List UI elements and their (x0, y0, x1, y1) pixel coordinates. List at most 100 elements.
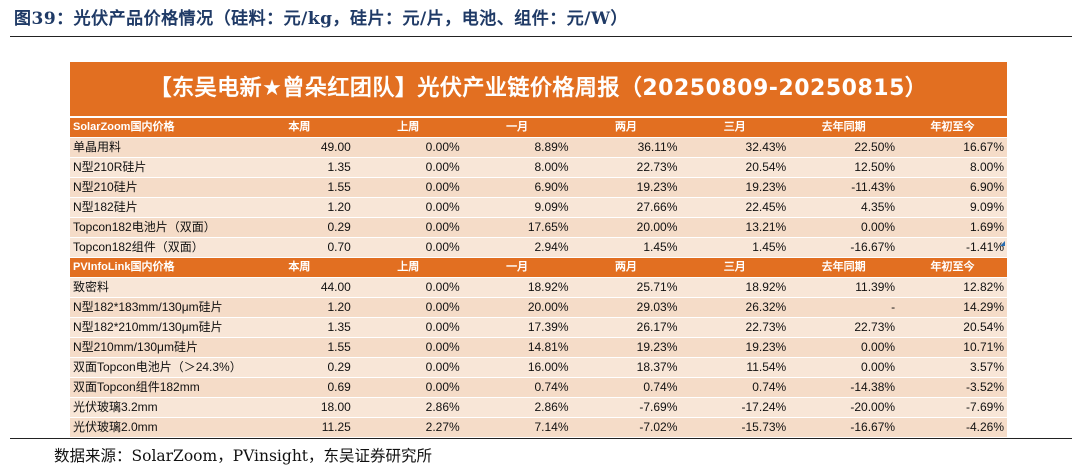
change-cell: 6.90% (462, 177, 572, 198)
price-table: SolarZoom国内价格 本周 上周 一月 两月 三月 去年同期 年初至今 单晶用料 49.00… (70, 118, 1007, 438)
change-cell: 16.67% (898, 137, 1007, 158)
change-cell: 9.09% (898, 197, 1007, 218)
bottom-rule (10, 438, 1072, 439)
price-cell: 1.35 (245, 157, 354, 178)
change-cell: 29.03% (571, 297, 681, 318)
price-cell: 49.00 (245, 137, 354, 158)
table-row: 致密料 44.00 0.00% 18.92% 25.71% 18.92% 11.39% 12.… (70, 277, 1007, 298)
change-cell: 19.23% (571, 337, 681, 358)
change-cell: 19.23% (680, 337, 790, 358)
change-cell: 25.71% (571, 277, 681, 298)
change-cell: 36.11% (571, 137, 681, 158)
table-row: 单晶用料 49.00 0.00% 8.89% 36.11% 32.43% 22.50% 16.… (70, 137, 1007, 158)
table-row: Topcon182组件（双面） 0.70 0.00% 2.94% 1.45% 1.45% -… (70, 237, 1007, 258)
price-cell: 18.00 (245, 397, 354, 418)
change-cell: 2.94% (462, 237, 572, 258)
change-cell: 3.57% (898, 357, 1007, 378)
change-cell: 14.81% (462, 337, 572, 358)
change-cell: 20.54% (680, 157, 790, 178)
product-name: 单晶用料 (70, 137, 245, 158)
change-cell: -7.69% (571, 397, 681, 418)
change-cell: 0.00% (353, 177, 463, 198)
change-cell: -7.02% (571, 417, 681, 438)
product-name: Topcon182电池片（双面） (70, 217, 245, 238)
column-header: 本周 (245, 257, 354, 278)
change-cell: 20.00% (571, 217, 681, 238)
change-cell: 12.82% (898, 277, 1007, 298)
change-cell: 0.00% (789, 337, 899, 358)
price-cell: 1.20 (245, 297, 354, 318)
change-cell: - (789, 297, 899, 318)
change-cell: -15.73% (680, 417, 790, 438)
change-cell: 7.14% (462, 417, 572, 438)
change-cell: -16.67% (789, 237, 899, 258)
change-cell: 19.23% (680, 177, 790, 198)
change-cell: 9.09% (462, 197, 572, 218)
column-header: 两月 (571, 118, 681, 138)
change-cell: 0.00% (789, 357, 899, 378)
price-cell: 1.35 (245, 317, 354, 338)
change-cell: 4.35% (789, 197, 899, 218)
change-cell: 0.00% (353, 137, 463, 158)
column-header: 去年同期 (789, 257, 899, 278)
change-cell: 22.45% (680, 197, 790, 218)
change-cell: 1.45% (680, 237, 790, 258)
table-row: Topcon182电池片（双面） 0.29 0.00% 17.65% 20.00% 13.… (70, 217, 1007, 238)
change-cell: 18.92% (680, 277, 790, 298)
change-cell: 0.00% (789, 217, 899, 238)
price-cell: 0.29 (245, 357, 354, 378)
table-row: 双面Topcon电池片（＞24.3%） 0.29 0.00% 16.00% 18.37%… (70, 357, 1007, 378)
change-cell: 27.66% (571, 197, 681, 218)
table-row: N型182*210mm/130μm硅片 1.35 0.00% 17.39% 26.17%… (70, 317, 1007, 338)
product-name: N型210R硅片 (70, 157, 245, 178)
price-cell: 1.55 (245, 337, 354, 358)
price-cell: 0.29 (245, 217, 354, 238)
change-cell: 14.29% (898, 297, 1007, 318)
change-cell: 2.86% (353, 397, 463, 418)
change-cell: -17.24% (680, 397, 790, 418)
table-row: 双面Topcon组件182mm 0.69 0.00% 0.74% 0.74% 0.74% -… (70, 377, 1007, 398)
change-cell: 26.17% (571, 317, 681, 338)
figure-title: 图39：光伏产品价格情况（硅料：元/kg，硅片：元/片，电池、组件：元/W） (14, 9, 629, 29)
change-cell: 0.74% (462, 377, 572, 398)
source-note: 数据来源：SolarZoom，PVinsight，东吴证券研究所 (54, 447, 433, 465)
change-cell: -20.00% (789, 397, 899, 418)
change-cell: 0.00% (353, 357, 463, 378)
product-name: 致密料 (70, 277, 245, 298)
change-cell: 22.50% (789, 137, 899, 158)
change-cell: 10.71% (898, 337, 1007, 358)
product-name: 光伏玻璃2.0mm (70, 417, 245, 438)
change-cell: -11.43% (789, 177, 899, 198)
change-cell: -16.67% (789, 417, 899, 438)
section-header-row: PVInfoLink国内价格 本周 上周 一月 两月 三月 去年同期 年初至今 (70, 257, 1007, 278)
change-cell: 18.37% (571, 357, 681, 378)
change-cell: 0.00% (353, 157, 463, 178)
change-cell: 26.32% (680, 297, 790, 318)
change-cell: 0.00% (353, 217, 463, 238)
change-cell: 12.50% (789, 157, 899, 178)
change-cell: 2.27% (353, 417, 463, 438)
column-header: 本周 (245, 118, 354, 138)
column-header: 一月 (462, 257, 572, 278)
change-cell: 0.00% (353, 277, 463, 298)
table-row: 光伏玻璃2.0mm 11.25 2.27% 7.14% -7.02% -15.73% -16… (70, 417, 1007, 438)
product-name: N型210mm/130μm硅片 (70, 337, 245, 358)
change-cell: 1.45% (571, 237, 681, 258)
column-header: 三月 (680, 118, 790, 138)
change-cell: 0.00% (353, 197, 463, 218)
change-cell: -4.26% (898, 417, 1007, 438)
change-cell: 0.00% (353, 237, 463, 258)
column-header: 上周 (353, 118, 463, 138)
change-cell: 32.43% (680, 137, 790, 158)
column-header: 上周 (353, 257, 463, 278)
change-cell: 22.73% (571, 157, 681, 178)
change-cell: -1.41% (898, 237, 1007, 258)
change-cell: 8.00% (462, 157, 572, 178)
table-row: N型210mm/130μm硅片 1.55 0.00% 14.81% 19.23% 19.2… (70, 337, 1007, 358)
column-header: 年初至今 (898, 257, 1007, 278)
change-cell: 0.74% (571, 377, 681, 398)
price-cell: 0.70 (245, 237, 354, 258)
change-cell: 0.00% (353, 317, 463, 338)
change-cell: 20.00% (462, 297, 572, 318)
change-cell: 6.90% (898, 177, 1007, 198)
